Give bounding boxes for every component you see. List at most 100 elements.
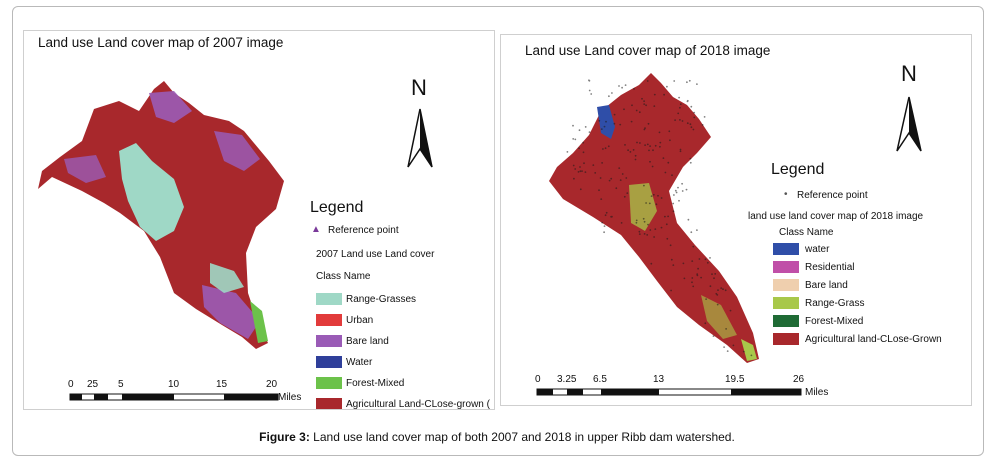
- reference-point-marker: [625, 177, 628, 179]
- reference-point-marker: [653, 93, 656, 96]
- reference-point-marker: [673, 80, 676, 82]
- reference-point-marker: [750, 354, 753, 357]
- reference-point-dot-icon: •: [784, 189, 788, 200]
- reference-point-marker: [645, 104, 647, 107]
- reference-point-marker: [624, 84, 627, 86]
- reference-point-marker: [657, 194, 659, 197]
- reference-point-marker: [672, 202, 675, 205]
- legend-class-label: water: [805, 244, 830, 255]
- reference-point-marker: [673, 194, 675, 196]
- reference-point-marker: [688, 79, 691, 82]
- reference-point-marker: [584, 171, 587, 174]
- reference-point-marker: [724, 289, 727, 292]
- reference-point-marker: [584, 126, 587, 128]
- scale-tick-4: 15: [216, 379, 228, 390]
- scale-bar-segment: [731, 389, 801, 395]
- reference-point-marker: [600, 128, 603, 130]
- north-arrow-shade-2018: [909, 97, 921, 151]
- scale-bar-segment: [122, 394, 174, 400]
- legend-swatch: [316, 314, 342, 326]
- reference-point-marker: [618, 85, 620, 87]
- reference-point-marker: [631, 104, 633, 107]
- reference-point-marker: [689, 157, 692, 160]
- reference-point-marker: [725, 328, 727, 330]
- reference-point-marker: [686, 122, 689, 125]
- legend-swatch: [316, 356, 342, 368]
- reference-point-marker: [594, 172, 597, 174]
- reference-point-marker: [654, 144, 657, 147]
- reference-point-marker: [636, 141, 638, 144]
- reference-point-marker: [679, 119, 681, 121]
- reference-point-marker: [623, 108, 625, 111]
- reference-point-marker: [603, 225, 606, 228]
- reference-point-marker: [624, 144, 626, 146]
- reference-point-marker: [643, 184, 645, 187]
- caption-label: Figure 3:: [259, 430, 310, 444]
- reference-point-marker: [682, 262, 685, 265]
- reference-point-marker: [693, 116, 696, 119]
- reference-point-marker: [578, 129, 581, 132]
- reference-point-marker: [660, 197, 663, 199]
- north-label-2007: N: [411, 75, 427, 100]
- scale-unit-2018: Miles: [805, 387, 829, 398]
- reference-point-marker: [716, 303, 719, 306]
- reference-point-marker: [579, 170, 582, 173]
- reference-point-marker: [605, 211, 608, 214]
- reference-point-marker: [643, 100, 645, 102]
- reference-point-marker: [590, 93, 593, 95]
- reference-point-marker: [685, 188, 688, 191]
- reference-point-marker: [726, 350, 729, 352]
- reference-point-marker: [643, 233, 646, 235]
- legend-swatch: [773, 261, 799, 273]
- reference-point-marker: [703, 116, 706, 118]
- reference-point-marker: [716, 294, 719, 296]
- reference-point-marker: [742, 350, 745, 353]
- reference-point-marker: [670, 258, 673, 261]
- reference-point-marker: [712, 335, 715, 337]
- reference-point-marker: [674, 119, 676, 121]
- reference-point-marker: [700, 276, 702, 279]
- reference-point-marker: [651, 165, 654, 168]
- reference-point-marker: [603, 125, 606, 128]
- reference-point-marker: [677, 186, 679, 189]
- reference-point-marker: [691, 260, 694, 262]
- reference-point-marker: [696, 83, 698, 85]
- reference-point-marker: [687, 218, 690, 221]
- scale-tick-3: 10: [168, 379, 180, 390]
- map-title-2007: Land use Land cover map of 2007 image: [38, 35, 284, 50]
- reference-point-marker: [638, 230, 641, 233]
- reference-point-marker: [647, 223, 649, 226]
- reference-point-marker: [619, 179, 622, 182]
- north-label-2018: N: [901, 61, 917, 86]
- reference-point-marker: [669, 244, 672, 247]
- legend-class-label: Range-Grasses: [346, 294, 417, 305]
- reference-point-marker: [638, 111, 641, 114]
- scale-tick-5: 26: [793, 374, 805, 385]
- scale-bar-segment: [224, 394, 278, 400]
- reference-point-marker: [645, 202, 647, 204]
- reference-point-marker: [720, 287, 723, 289]
- reference-point-marker: [691, 277, 694, 279]
- legend-class-label: Forest-Mixed: [805, 316, 864, 327]
- legend-swatch: [773, 297, 799, 309]
- class-header-2007: Class Name: [316, 271, 371, 282]
- reference-point-marker: [697, 267, 699, 270]
- reference-point-marker: [696, 229, 698, 232]
- scale-bar-segment: [537, 389, 553, 395]
- reference-point-marker: [635, 221, 638, 224]
- reference-point-marker: [648, 149, 650, 152]
- map-panel-2007: Land use Land cover map of 2007 image N …: [23, 30, 495, 410]
- reference-point-marker: [572, 124, 574, 127]
- watershed-map-2007: [38, 81, 433, 401]
- reference-point-marker: [665, 223, 668, 226]
- reference-point-marker: [632, 149, 635, 151]
- reference-point-marker: [713, 277, 715, 280]
- reference-point-marker: [666, 85, 668, 88]
- legend-class-label: Agricultural land-CLose-Grown: [805, 334, 942, 345]
- reference-point-marker: [650, 262, 653, 265]
- reference-point-marker: [664, 215, 666, 218]
- legend-swatch: [316, 293, 342, 305]
- reference-point-marker: [711, 273, 713, 275]
- reference-point-marker: [654, 228, 657, 231]
- reference-point-marker: [581, 170, 583, 173]
